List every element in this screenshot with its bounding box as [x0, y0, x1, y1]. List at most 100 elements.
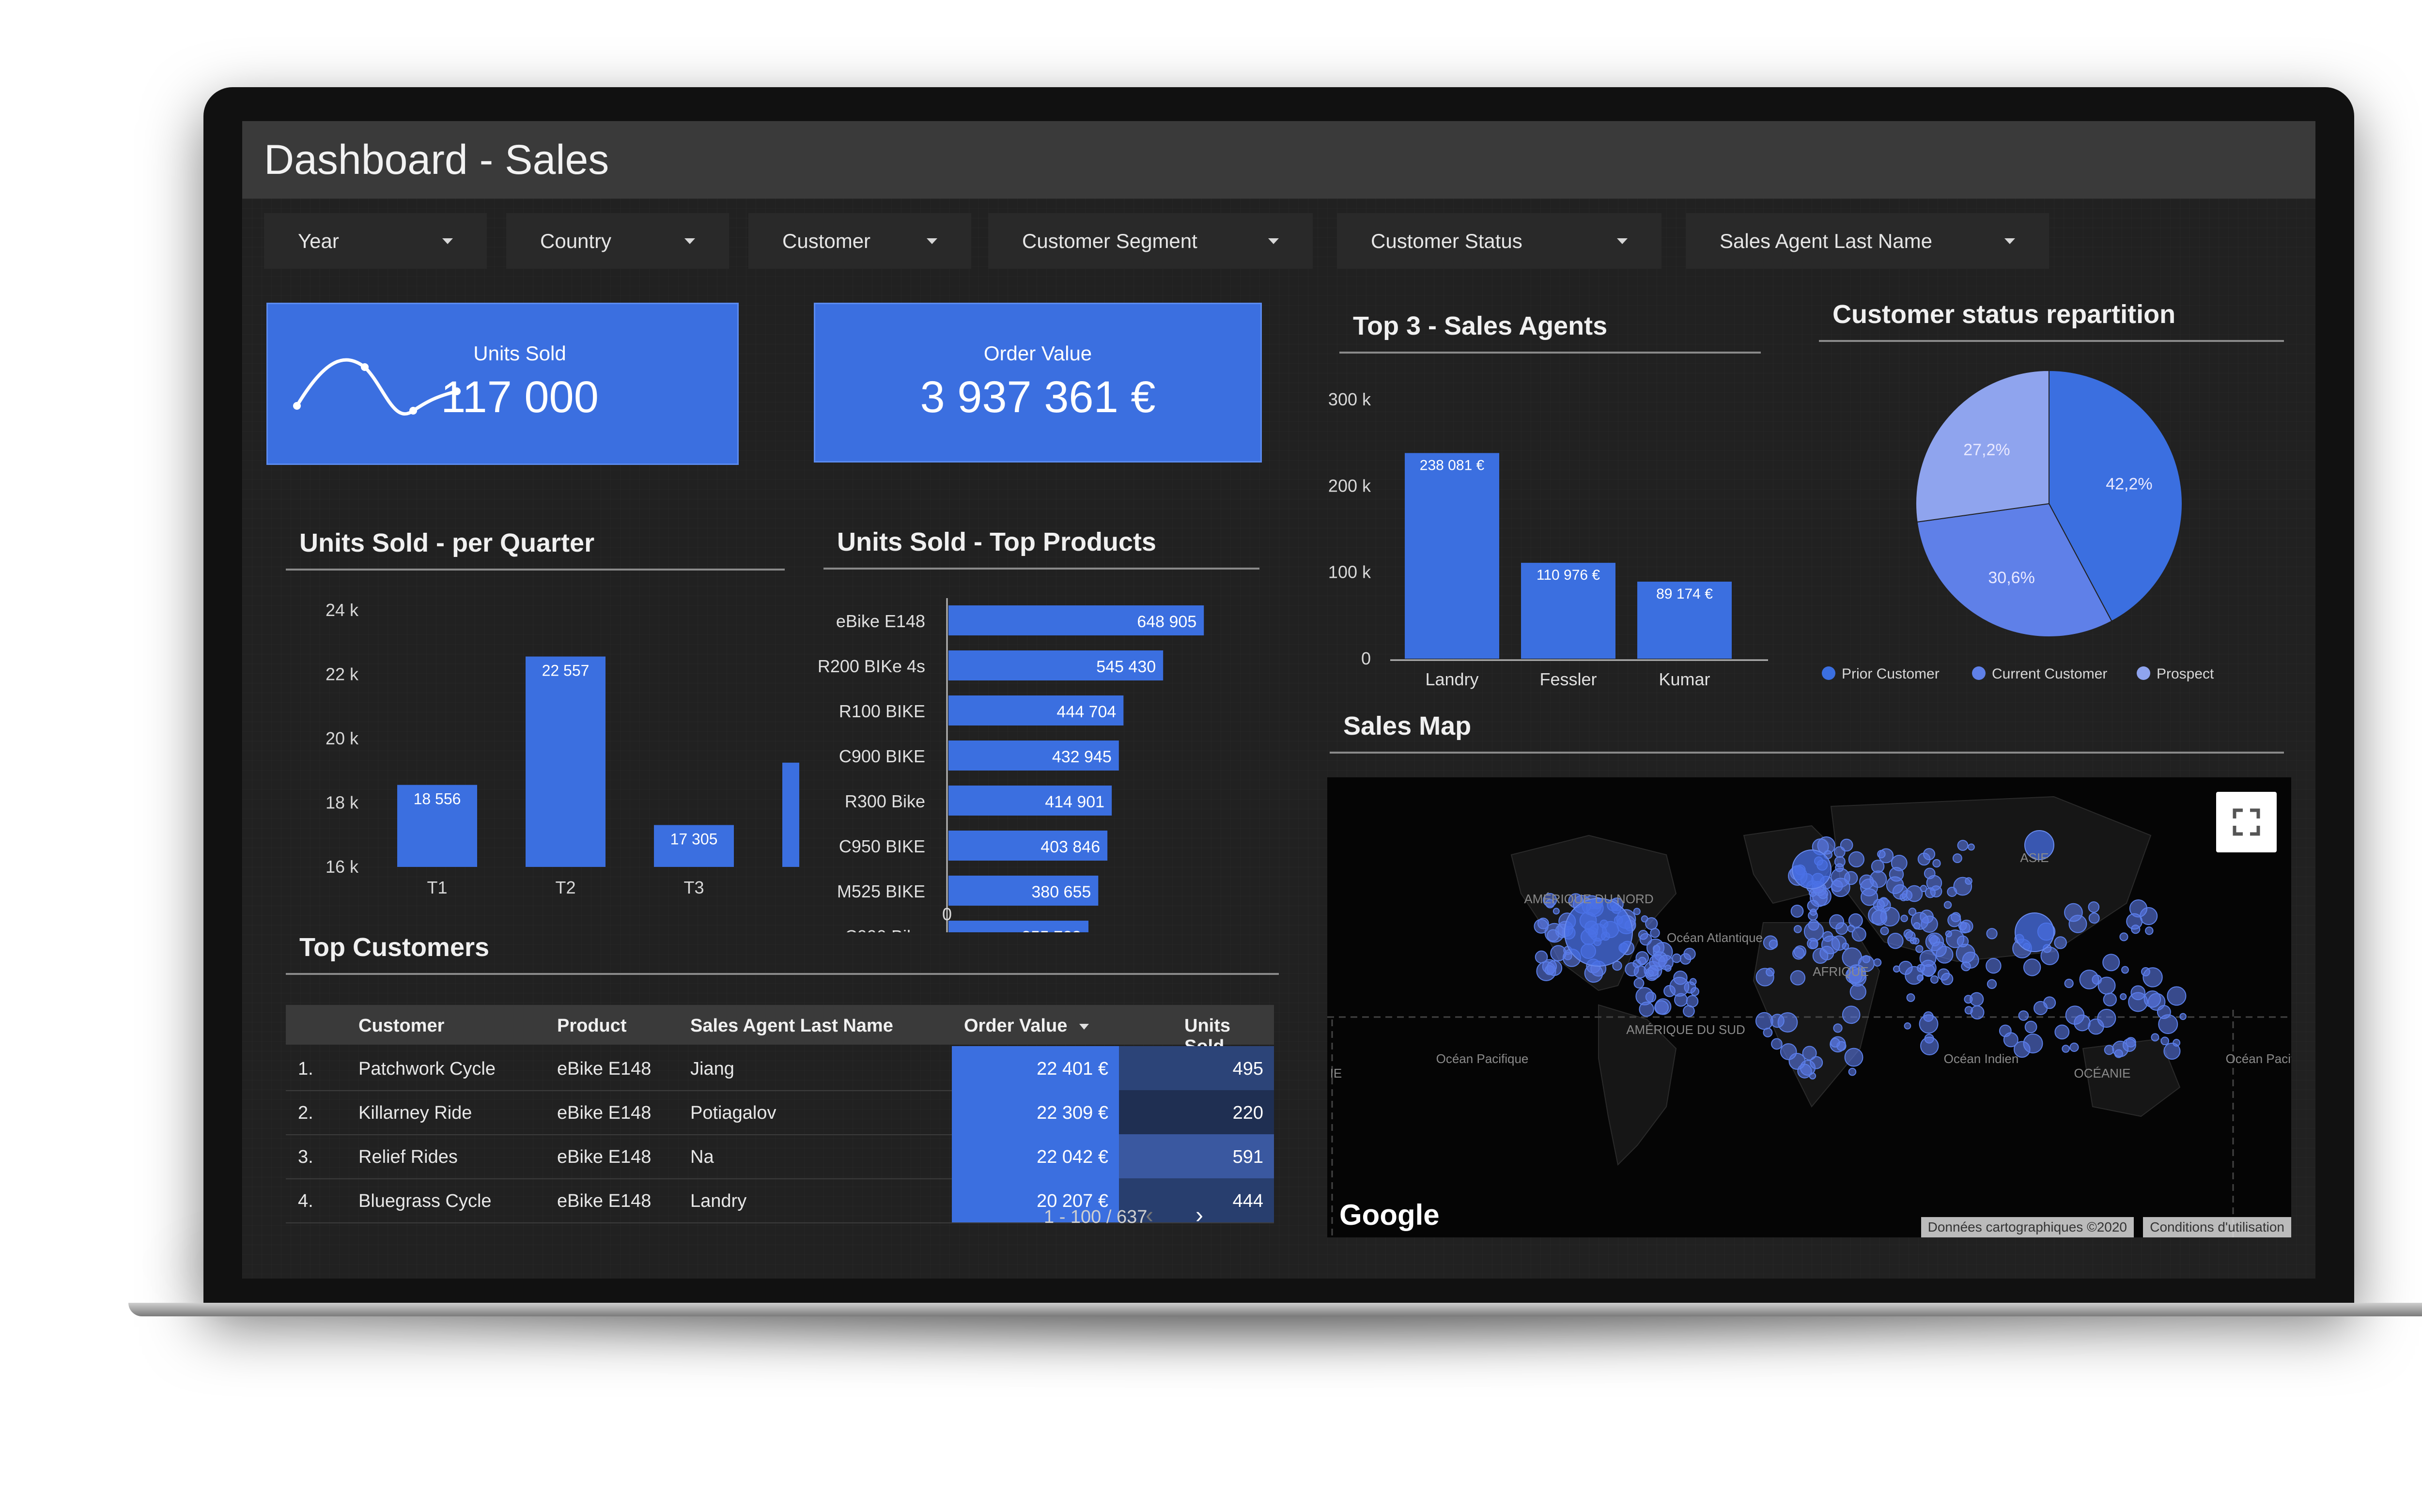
map-bubble[interactable] [2157, 1005, 2171, 1019]
map-bubble[interactable] [2034, 1001, 2048, 1016]
table-row[interactable]: 1. Patchwork Cycle eBike E148 Jiang 22 401 €… [286, 1046, 1274, 1091]
map-bubble[interactable] [1931, 941, 1947, 957]
bar[interactable] [948, 650, 1164, 680]
map-bubble[interactable] [1633, 908, 1641, 915]
column-header-product[interactable]: Product [557, 1016, 627, 1036]
map-bubble[interactable] [1633, 965, 1647, 979]
map-bubble[interactable] [1683, 948, 1696, 960]
map-bubble[interactable] [2024, 830, 2054, 860]
map-bubble[interactable] [1956, 935, 1969, 948]
map-bubble[interactable] [1831, 878, 1850, 897]
map-bubble[interactable] [1952, 853, 1962, 864]
filter-year[interactable]: Year [264, 213, 487, 269]
map-bubble[interactable] [1898, 960, 1913, 975]
map-bubble[interactable] [2145, 926, 2154, 935]
map-bubble[interactable] [1766, 967, 1775, 977]
bar[interactable] [1521, 563, 1615, 659]
map-bubble[interactable] [2062, 1045, 2070, 1053]
map-bubble[interactable] [1965, 877, 1972, 885]
map-bubble[interactable] [1638, 957, 1647, 966]
map-bubble[interactable] [2015, 912, 2054, 952]
map-bubble[interactable] [1925, 887, 1936, 898]
map-bubble[interactable] [1900, 914, 1908, 923]
chevron-left-icon[interactable]: ‹ [1146, 1203, 1153, 1228]
map-bubble[interactable] [1961, 961, 1971, 972]
map-bubble[interactable] [1968, 843, 1975, 851]
map-bubble[interactable] [1960, 919, 1973, 933]
map-bubble[interactable] [1964, 1006, 1973, 1015]
bar[interactable] [948, 605, 1204, 635]
map-bubble[interactable] [1906, 993, 1915, 1002]
map-bubble[interactable] [1833, 1023, 1843, 1033]
map-bubble[interactable] [1645, 917, 1658, 930]
map-bubble[interactable] [1877, 849, 1886, 859]
map-bubble[interactable] [1793, 925, 1802, 933]
map-bubble[interactable] [2122, 1038, 2136, 1052]
fullscreen-button[interactable] [2216, 792, 2277, 852]
map-bubble[interactable] [2120, 993, 2127, 1000]
map-bubble[interactable] [1880, 926, 1889, 936]
map-bubble[interactable] [1917, 964, 1925, 972]
column-header-customer[interactable]: Customer [358, 1016, 445, 1036]
bar[interactable] [782, 762, 799, 867]
filter-country[interactable]: Country [506, 213, 729, 269]
map-bubble[interactable] [1564, 898, 1633, 967]
bar[interactable] [948, 831, 1108, 861]
map-bubble[interactable] [1553, 908, 1560, 915]
map-bubble[interactable] [1669, 976, 1690, 997]
map-bubble[interactable] [1957, 840, 1969, 851]
map-bubble[interactable] [1932, 859, 1941, 868]
map-bubble[interactable] [2163, 1042, 2181, 1060]
map-bubble[interactable] [1830, 1037, 1840, 1048]
map-bubble[interactable] [1887, 932, 1904, 949]
map-bubble[interactable] [1840, 838, 1853, 852]
map-bubble[interactable] [1810, 1056, 1823, 1069]
map-bubble[interactable] [2054, 1024, 2070, 1040]
map-bubble[interactable] [1769, 940, 1778, 949]
map-bubble[interactable] [2130, 985, 2146, 1001]
map-bubble[interactable] [1848, 851, 1865, 867]
sales-map[interactable]: AMÉRIQUE DU NORD Océan Atlantique ASIE A… [1327, 777, 2291, 1237]
map-bubble[interactable] [2018, 1010, 2029, 1021]
map-bubble[interactable] [1647, 965, 1659, 976]
map-bubble[interactable] [1986, 928, 1998, 940]
map-bubble[interactable] [2097, 1009, 2116, 1028]
column-header-order-value[interactable]: Order Value [964, 1016, 1089, 1036]
map-bubble[interactable] [1915, 945, 1924, 953]
map-bubble[interactable] [2097, 976, 2116, 995]
map-bubble[interactable] [1947, 913, 1961, 927]
map-bubble[interactable] [1790, 904, 1804, 918]
map-bubble[interactable] [1849, 983, 1866, 1000]
map-bubble[interactable] [1905, 931, 1916, 941]
chevron-right-icon[interactable]: › [1195, 1203, 1203, 1228]
map-bubble[interactable] [1790, 970, 1806, 986]
map-bubble[interactable] [2079, 970, 2099, 989]
map-bubble[interactable] [2088, 912, 2100, 924]
world-map[interactable]: AMÉRIQUE DU NORD Océan Atlantique ASIE A… [1327, 777, 2291, 1237]
map-bubble[interactable] [1546, 960, 1563, 976]
map-bubble[interactable] [2023, 958, 2041, 976]
table-row[interactable]: 4. Bluegrass Cycle eBike E148 Landry 20 207 … [286, 1178, 1274, 1223]
map-bubble[interactable] [2088, 901, 2100, 913]
map-bubble[interactable] [1913, 922, 1921, 930]
bar[interactable] [397, 785, 477, 867]
map-bubble[interactable] [1923, 848, 1936, 861]
map-bubble[interactable] [1908, 908, 1917, 916]
map-bubble[interactable] [1842, 942, 1849, 950]
map-bubble[interactable] [1584, 964, 1603, 983]
map-bubble[interactable] [1987, 979, 1997, 989]
table-row[interactable]: 2. Killarney Ride eBike E148 Potiagalov 22 3… [286, 1090, 1274, 1135]
map-bubble[interactable] [1809, 909, 1817, 916]
map-bubble[interactable] [1792, 849, 1832, 889]
map-terms-link[interactable]: Conditions d'utilisation [2143, 1217, 2291, 1237]
map-bubble[interactable] [1755, 1012, 1773, 1030]
filter-customer-status[interactable]: Customer Status [1337, 213, 1661, 269]
map-bubble[interactable] [1812, 948, 1829, 964]
column-header-sales-agent[interactable]: Sales Agent Last Name [690, 1016, 893, 1036]
map-bubble[interactable] [1672, 953, 1682, 963]
map-bubble[interactable] [2064, 903, 2083, 922]
map-bubble[interactable] [1920, 1036, 1939, 1055]
map-bubble[interactable] [1658, 955, 1674, 970]
map-bubble[interactable] [2126, 913, 2143, 930]
map-bubble[interactable] [1842, 1005, 1861, 1024]
